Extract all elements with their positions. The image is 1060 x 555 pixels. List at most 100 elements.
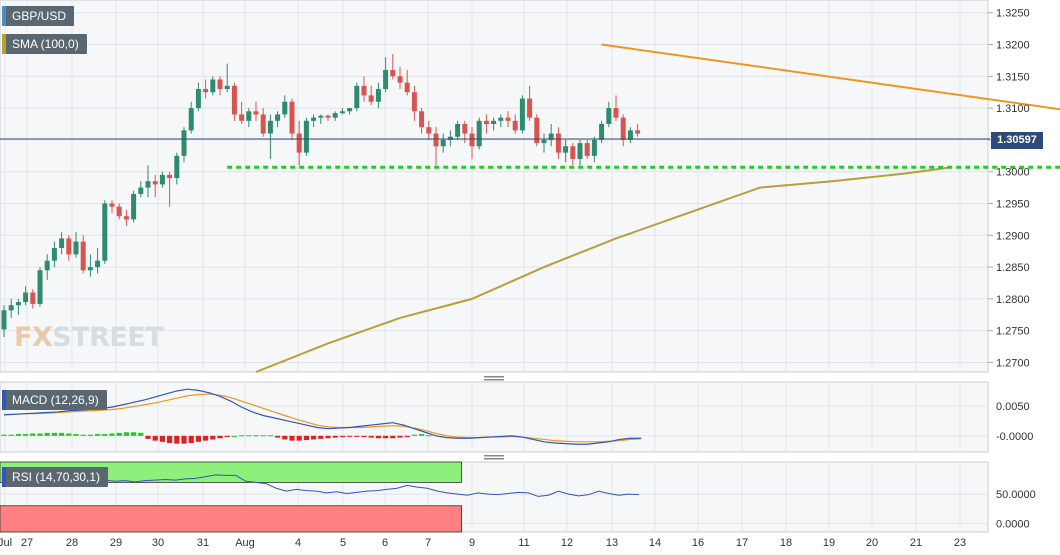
rsi-series xyxy=(3,474,640,497)
price-tick-label: 1.3200 xyxy=(996,40,1030,52)
sma-legend[interactable]: SMA (100,0) xyxy=(2,34,87,54)
candle-body xyxy=(469,133,475,147)
candle-body xyxy=(159,174,165,185)
macd-histogram-bar xyxy=(419,434,425,436)
macd-histogram-bar xyxy=(123,432,129,436)
last-price-tag: 1.30597 xyxy=(991,132,1043,149)
price-tick-label: 1.3000 xyxy=(996,167,1030,179)
candle-body xyxy=(591,139,597,156)
date-tick-label: 11 xyxy=(518,537,529,549)
candle-body xyxy=(361,85,367,96)
candle-body xyxy=(253,111,259,115)
candle-body xyxy=(527,98,533,118)
macd-histogram-bar xyxy=(332,435,338,438)
candle-body xyxy=(332,113,338,118)
candle-body xyxy=(15,302,21,306)
trendline-path xyxy=(601,43,1060,111)
macd-signal-line xyxy=(4,393,642,443)
macd-histogram-bar xyxy=(174,435,180,444)
candle-body xyxy=(80,241,86,271)
candle-body xyxy=(167,174,173,179)
sma-line xyxy=(255,166,948,373)
candle-body xyxy=(260,114,266,134)
price-panel-bg xyxy=(0,0,989,373)
candle-body xyxy=(73,241,79,255)
candle-body xyxy=(303,120,309,153)
candle-body xyxy=(203,89,209,93)
candle-body xyxy=(231,85,237,115)
symbol-legend[interactable]: GBP/USD xyxy=(2,6,75,26)
date-tick-label: 23 xyxy=(954,537,966,549)
macd-legend[interactable]: MACD (12,26,9) xyxy=(2,390,107,410)
price-tick-label: 1.3150 xyxy=(996,71,1030,83)
candle-body xyxy=(419,111,425,128)
macd-histogram-bar xyxy=(224,435,230,438)
price-tick-label: 1.2850 xyxy=(996,262,1030,274)
date-tick-label: 21 xyxy=(910,537,922,549)
pane-resize-handle[interactable] xyxy=(484,455,504,460)
sma-label: SMA (100,0) xyxy=(12,37,79,51)
macd-histogram-bar xyxy=(59,432,65,436)
candle-body xyxy=(563,146,569,153)
macd-histogram-bar xyxy=(390,435,396,439)
candle-body xyxy=(138,187,144,194)
date-tick-label: 4 xyxy=(295,537,301,549)
macd-histogram-bar xyxy=(411,434,417,436)
candle-body xyxy=(145,181,151,188)
macd-histogram-bar xyxy=(296,435,302,441)
candle-body xyxy=(375,89,381,102)
macd-tick-label: 0.0050 xyxy=(996,401,1030,413)
candle-body xyxy=(188,108,194,131)
price-tick-label: 1.2800 xyxy=(996,294,1030,306)
macd-histogram-bar xyxy=(361,435,367,438)
date-tick-label: 20 xyxy=(866,537,878,549)
rsi-legend[interactable]: RSI (14,70,30,1) xyxy=(2,467,109,487)
macd-histogram-bar xyxy=(23,434,29,436)
candle-body xyxy=(59,238,65,248)
date-tick-label: 30 xyxy=(152,537,164,549)
macd-histogram-bar xyxy=(145,435,151,439)
candle-body xyxy=(109,203,115,207)
candle-body xyxy=(102,203,108,261)
macd-histogram-bar xyxy=(383,435,389,439)
candle-body xyxy=(289,101,295,134)
candle-body xyxy=(577,143,583,159)
date-tick-label: 19 xyxy=(823,537,835,549)
macd-histogram-bar xyxy=(275,435,281,438)
candle-body xyxy=(275,114,281,121)
candle-body xyxy=(30,292,36,304)
candle-body xyxy=(483,120,489,124)
rsi-tick-label: 50.0000 xyxy=(996,489,1036,501)
candle-body xyxy=(498,117,504,121)
candle-body xyxy=(433,133,439,147)
macd-histogram-bar xyxy=(159,435,165,442)
oversold-zone xyxy=(0,505,463,533)
candle-body xyxy=(195,89,201,109)
symbol-color-swatch xyxy=(2,6,6,26)
macd-series xyxy=(1,388,642,445)
macd-histogram-bar xyxy=(80,434,86,436)
macd-histogram-bar xyxy=(15,434,21,436)
candle-body xyxy=(296,133,302,153)
macd-histogram-bar xyxy=(354,435,360,437)
macd-histogram-bar xyxy=(311,435,317,440)
pane-resize-handle[interactable] xyxy=(484,376,504,381)
candle-body xyxy=(404,82,410,93)
candle-body xyxy=(267,120,273,134)
date-tick-label: 13 xyxy=(606,537,618,549)
price-tick-label: 1.2950 xyxy=(996,198,1030,210)
macd-histogram-bar xyxy=(289,435,295,441)
date-tick-label: 29 xyxy=(110,537,122,549)
candle-body xyxy=(325,115,331,118)
macd-line xyxy=(3,388,642,445)
candle-body xyxy=(131,193,137,220)
candles xyxy=(1,54,641,338)
macd-histogram-bar xyxy=(8,434,14,436)
symbol-label: GBP/USD xyxy=(12,9,67,23)
candle-body xyxy=(37,270,43,304)
candle-body xyxy=(311,117,317,121)
candle-body xyxy=(426,127,432,134)
candle-body xyxy=(347,108,353,112)
candle-body xyxy=(318,115,324,118)
